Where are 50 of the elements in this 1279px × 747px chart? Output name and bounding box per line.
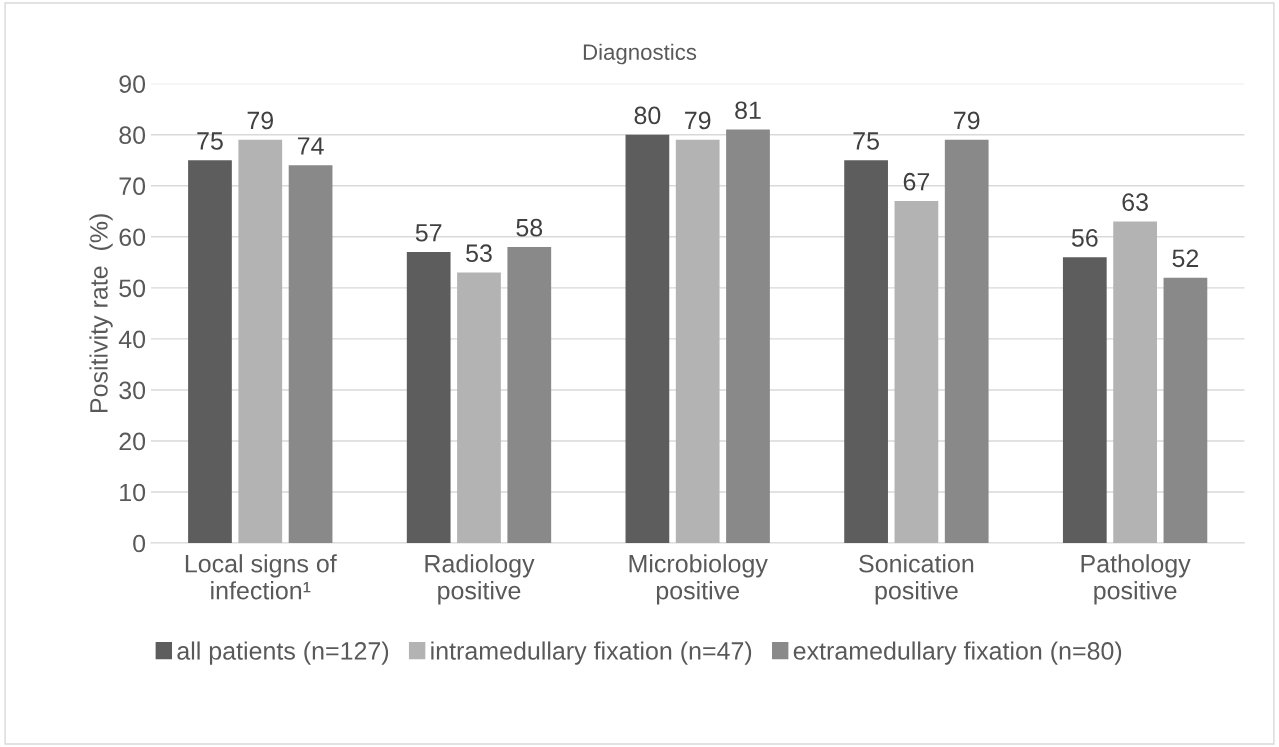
y-tick-label: 40 — [118, 330, 146, 349]
bar — [894, 201, 939, 544]
data-label: 81 — [735, 101, 761, 120]
bar — [457, 272, 501, 544]
data-label: 79 — [247, 111, 273, 130]
data-label: 52 — [1172, 249, 1199, 268]
bar — [625, 134, 670, 544]
data-label: 75 — [853, 132, 879, 150]
bar — [507, 247, 552, 544]
bar — [1163, 277, 1208, 544]
y-tick-label: 10 — [120, 483, 146, 502]
data-label: 75 — [197, 132, 223, 150]
x-tick-label: Sonication positive — [859, 554, 974, 605]
bar — [1062, 257, 1107, 544]
data-label: 79 — [954, 111, 980, 130]
bar — [238, 139, 283, 544]
y-tick-label: 20 — [119, 432, 146, 451]
bar — [675, 139, 720, 544]
x-tick-label: Pathology positive — [1081, 554, 1191, 605]
bar — [406, 252, 451, 544]
x-tick-label: Local signs of infection¹ — [185, 554, 337, 600]
chart-title: Diagnostics — [583, 43, 697, 65]
bar — [288, 165, 333, 544]
data-label: 79 — [685, 111, 711, 130]
legend-label: all patients (n=127) — [177, 641, 389, 665]
y-tick-label: 0 — [133, 534, 146, 553]
data-label: 58 — [516, 218, 543, 237]
y-tick-label: 60 — [119, 228, 146, 247]
data-label: 57 — [415, 224, 442, 242]
bar — [188, 160, 232, 544]
bar — [844, 160, 888, 544]
y-tick-label: 80 — [119, 126, 146, 145]
y-tick-label: 50 — [119, 279, 146, 298]
y-axis-title: Positivity rate (%) — [89, 214, 113, 413]
data-label: 80 — [634, 106, 661, 125]
y-tick-label: 70 — [119, 177, 146, 196]
legend-label: extramedullary fixation (n=80) — [793, 641, 1122, 665]
x-tick-label: Radiology positive — [425, 554, 535, 605]
data-label: 63 — [1122, 193, 1148, 211]
data-label: 74 — [297, 137, 324, 155]
legend-label: intramedullary fixation (n=47) — [431, 641, 752, 665]
bar — [1113, 221, 1157, 544]
data-label: 67 — [903, 172, 930, 191]
bar — [726, 129, 770, 544]
bar — [944, 139, 989, 544]
x-tick-label: Microbiology positive — [629, 554, 768, 605]
data-label: 56 — [1071, 229, 1098, 247]
y-tick-label: 30 — [119, 381, 146, 400]
data-label: 53 — [466, 244, 492, 263]
y-tick-label: 90 — [119, 75, 146, 93]
